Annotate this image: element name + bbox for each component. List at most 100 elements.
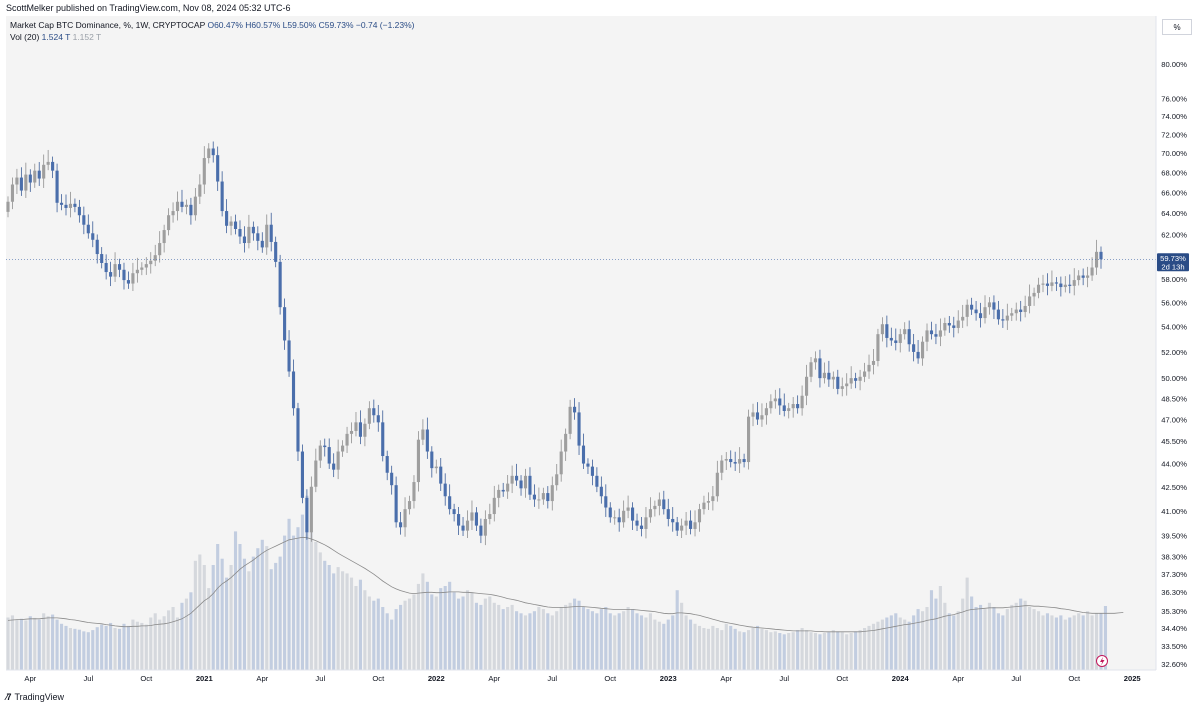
volume-bar — [10, 615, 15, 670]
time-axis[interactable]: Apr Jul Oct 2021 Apr Jul Oct 2022 Apr Jul Oct 2023 A… — [24, 674, 1141, 683]
volume-bar — [198, 554, 202, 670]
candle-body — [465, 520, 470, 531]
candle — [840, 377, 844, 397]
candle-body — [225, 211, 229, 226]
candle — [773, 389, 777, 409]
candle — [1041, 274, 1045, 293]
legend-low: L59.50% — [282, 20, 317, 30]
volume-bar — [470, 592, 474, 670]
time-axis-tick: Apr — [952, 674, 964, 683]
candle-body — [613, 517, 617, 519]
candle — [827, 360, 831, 387]
price-axis-tick: 70.00% — [1161, 149, 1187, 158]
candle — [898, 328, 902, 353]
volume-bar — [488, 596, 492, 670]
candle — [269, 212, 273, 252]
candle-body — [818, 358, 822, 379]
candle-body — [64, 204, 68, 208]
volume-bar — [354, 586, 358, 670]
candle-body — [68, 203, 73, 208]
volume-bar — [515, 611, 519, 670]
volume-value: 1.524 T — [41, 32, 71, 42]
candle-body — [385, 456, 389, 473]
volume-bar — [849, 633, 853, 670]
time-axis-tick: Apr — [256, 674, 268, 683]
candle — [390, 465, 394, 495]
footer-brand[interactable]: ⁄7 TradingView — [6, 692, 64, 702]
candle — [599, 476, 603, 504]
volume-bar — [6, 617, 10, 670]
candle-body — [715, 472, 719, 497]
price-axis-tick: 37.30% — [1161, 570, 1187, 579]
candle-body — [42, 164, 46, 179]
candle-body — [91, 233, 95, 240]
volume-bar — [711, 625, 715, 670]
volume-bar — [956, 611, 960, 670]
candle — [1090, 257, 1094, 281]
candle-body — [274, 241, 278, 262]
volume-study-label[interactable]: Vol (20) — [10, 32, 40, 42]
candle — [769, 394, 773, 414]
candle — [974, 300, 978, 321]
volume-bar — [158, 619, 162, 670]
candle — [804, 364, 809, 406]
candle-body — [403, 509, 407, 528]
candle — [278, 254, 282, 315]
candle — [862, 362, 867, 383]
candle — [345, 426, 349, 453]
price-axis-tick: 52.00% — [1161, 348, 1187, 357]
chart-pane-background — [6, 16, 1156, 670]
candle-body — [122, 269, 126, 281]
candle-body — [876, 334, 880, 361]
candle — [818, 349, 822, 388]
candle — [394, 476, 398, 528]
candle — [590, 459, 594, 486]
candle — [95, 234, 99, 264]
volume-bar — [916, 609, 920, 670]
volume-bar — [568, 602, 572, 670]
candle — [309, 476, 313, 542]
candle — [140, 262, 144, 276]
candle — [51, 156, 55, 179]
candle-body — [747, 416, 751, 463]
symbol-description[interactable]: Market Cap BTC Dominance, %, 1W, CRYPTOC… — [10, 20, 206, 30]
candle — [889, 327, 893, 346]
candle-body — [1086, 275, 1090, 278]
candle-body — [211, 148, 215, 156]
candle — [885, 315, 889, 348]
candle-body — [296, 408, 300, 452]
candle — [100, 247, 104, 269]
candle — [33, 163, 37, 188]
candle — [894, 328, 898, 351]
candle — [1036, 277, 1041, 299]
candle — [198, 174, 202, 205]
candle-body — [501, 489, 505, 492]
candle — [233, 214, 238, 235]
volume-bar — [269, 569, 273, 670]
price-axis[interactable]: 80.00% 76.00% 74.00% 72.00% 70.00% 68.00% 66.0… — [1161, 60, 1187, 669]
candle-body — [412, 482, 416, 502]
scale-mode-toggle[interactable]: % — [1162, 19, 1192, 35]
volume-bar — [385, 613, 389, 670]
volume-bar — [720, 630, 724, 670]
candle-body — [706, 501, 710, 503]
candle — [144, 257, 148, 275]
volume-bar — [1014, 602, 1018, 670]
volume-bar — [37, 619, 41, 670]
candle — [510, 465, 514, 494]
candle-body — [510, 475, 514, 484]
price-axis-tick: 36.30% — [1161, 588, 1187, 597]
lightning-icon[interactable] — [1096, 655, 1108, 667]
tradingview-logo-icon: ⁄7 — [6, 692, 11, 702]
candle — [689, 510, 693, 535]
volume-bar — [399, 604, 403, 670]
candle — [412, 475, 416, 509]
volume-bar — [898, 617, 902, 670]
candle — [711, 485, 715, 511]
candle — [528, 467, 532, 501]
candle-body — [457, 514, 461, 526]
candle-body — [742, 459, 746, 463]
volume-bar — [760, 628, 764, 670]
candle-body — [349, 430, 354, 434]
